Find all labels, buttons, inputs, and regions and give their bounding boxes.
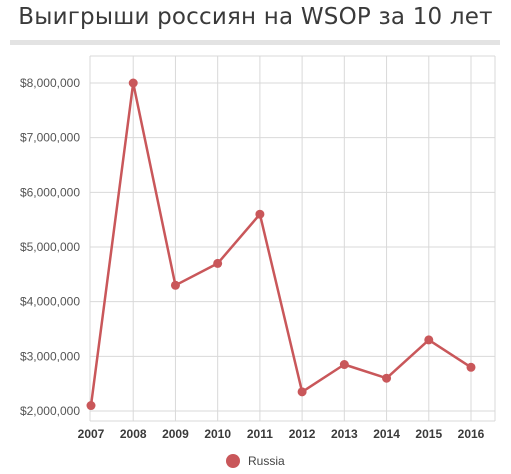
x-tick-label: 2008 — [120, 427, 147, 441]
y-tick-label: $5,000,000 — [20, 240, 80, 254]
legend: Russia — [226, 454, 285, 468]
x-tick-label: 2014 — [373, 427, 400, 441]
title-divider — [10, 40, 500, 45]
x-tick-label: 2009 — [162, 427, 189, 441]
y-tick-label: $2,000,000 — [20, 404, 80, 418]
data-point[interactable] — [297, 387, 307, 397]
y-tick-label: $3,000,000 — [20, 349, 80, 363]
legend-marker-russia[interactable] — [226, 454, 240, 468]
legend-label-russia: Russia — [248, 454, 285, 468]
x-tick-label: 2007 — [78, 427, 105, 441]
x-tick-label: 2012 — [289, 427, 316, 441]
data-point[interactable] — [170, 280, 180, 290]
y-tick-label: $4,000,000 — [20, 295, 80, 309]
data-point[interactable] — [86, 401, 96, 411]
data-point[interactable] — [339, 360, 349, 370]
data-point[interactable] — [128, 78, 138, 88]
x-axis-ticks: 2007 2008 2009 2010 2011 2012 2013 2014 2015 2016 — [78, 427, 485, 441]
grid-lines — [89, 55, 496, 422]
x-tick-label: 2015 — [415, 427, 442, 441]
chart-title: Выигрыши россиян на WSOP за 10 лет — [18, 4, 493, 30]
y-tick-label: $6,000,000 — [20, 185, 80, 199]
y-tick-label: $8,000,000 — [20, 76, 80, 90]
data-point[interactable] — [213, 258, 223, 268]
data-point[interactable] — [255, 209, 265, 219]
data-point[interactable] — [424, 335, 434, 345]
y-tick-label: $7,000,000 — [20, 131, 80, 145]
x-tick-label: 2016 — [458, 427, 485, 441]
x-tick-label: 2010 — [204, 427, 231, 441]
series-points-russia — [86, 78, 476, 411]
x-tick-label: 2013 — [331, 427, 358, 441]
y-axis-ticks: $2,000,000 $3,000,000 $4,000,000 $5,000,000… — [20, 76, 80, 418]
data-point[interactable] — [382, 373, 392, 383]
data-point[interactable] — [466, 362, 476, 372]
series-line-russia — [89, 81, 472, 406]
x-tick-label: 2011 — [247, 427, 273, 441]
